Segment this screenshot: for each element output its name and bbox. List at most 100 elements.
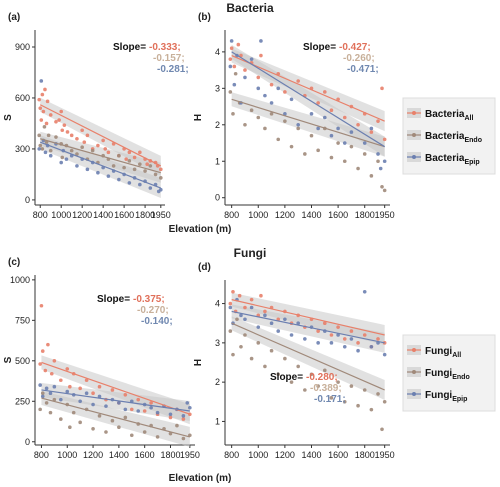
data-point-all <box>181 417 186 421</box>
y-tick-label: 4 <box>215 299 220 309</box>
data-point-epip <box>336 333 340 337</box>
data-point-endo <box>143 169 147 173</box>
x-tick-label: 1600 <box>114 210 134 220</box>
data-point-epip <box>296 122 300 127</box>
data-point-all <box>237 293 242 298</box>
data-point-endo <box>168 431 173 436</box>
data-point-epip <box>65 389 70 394</box>
data-point-endo <box>132 167 137 172</box>
data-point-all <box>142 409 147 413</box>
data-point-epip <box>243 75 247 80</box>
data-point-all <box>124 157 129 161</box>
data-point-all <box>69 133 74 138</box>
data-point-all <box>49 371 54 376</box>
slope-value-endo: -0.260; <box>343 53 375 64</box>
y-tick-label: 1 <box>215 416 220 426</box>
data-point-epip <box>329 133 334 138</box>
data-point-all <box>342 115 347 120</box>
data-point-endo <box>228 90 233 94</box>
data-point-endo <box>316 384 320 388</box>
data-point-epip <box>228 305 233 310</box>
data-point-endo <box>269 112 274 116</box>
y-tick-label: 2 <box>215 120 220 130</box>
data-point-endo <box>362 152 367 156</box>
data-point-endo <box>233 71 238 76</box>
data-point-endo <box>369 174 374 178</box>
trend-line-all <box>231 299 385 336</box>
data-point-epip <box>316 126 320 131</box>
data-point-all <box>39 303 44 308</box>
slope-label: Slope= <box>113 42 146 53</box>
data-point-epip <box>336 126 340 131</box>
x-tick-label: 1400 <box>301 450 321 460</box>
data-point-all <box>229 46 234 51</box>
x-tick-label: 1600 <box>135 450 155 460</box>
data-point-endo <box>123 415 128 420</box>
y-tick-label: 2 <box>215 377 220 387</box>
x-tick-label: 1400 <box>301 210 321 220</box>
data-point-all <box>46 342 50 347</box>
data-point-all <box>356 341 360 345</box>
data-point-endo <box>309 133 314 138</box>
data-point-all <box>101 138 105 143</box>
slope-label: Slope= <box>303 42 336 53</box>
data-point-epip <box>276 329 281 333</box>
data-point-epip <box>37 147 41 151</box>
confidence-band-epip <box>231 44 385 157</box>
data-point-all <box>132 155 137 160</box>
panel-label: (d) <box>198 262 211 273</box>
data-point-endo <box>148 164 153 168</box>
data-point-all <box>259 53 263 58</box>
data-point-all <box>45 99 50 104</box>
data-point-all <box>243 68 247 72</box>
y-axis-label: H <box>193 359 204 366</box>
data-point-all <box>62 123 67 127</box>
data-point-endo <box>263 126 267 131</box>
data-point-endo <box>256 341 261 345</box>
confidence-band-epip <box>41 382 190 421</box>
data-point-all <box>159 167 163 172</box>
x-tick-label: 1950 <box>375 450 395 460</box>
slope-value-epip: -0.140; <box>141 316 173 327</box>
slope-label: Slope= <box>97 294 130 305</box>
data-point-epip <box>283 112 287 116</box>
data-point-all <box>59 378 63 383</box>
data-point-all <box>78 386 82 391</box>
data-point-epip <box>185 401 190 405</box>
data-point-epip <box>48 153 53 158</box>
data-point-endo <box>37 133 41 138</box>
data-point-epip <box>64 157 69 161</box>
data-point-endo <box>322 368 327 373</box>
data-point-all <box>376 337 380 341</box>
data-point-endo <box>117 153 121 158</box>
data-point-endo <box>127 159 132 163</box>
data-point-epip <box>356 348 360 353</box>
legend-swatch-dot <box>412 133 416 137</box>
data-point-all <box>380 86 384 91</box>
data-point-endo <box>362 388 367 392</box>
trend-line-all <box>41 361 191 415</box>
data-point-epip <box>249 305 254 310</box>
data-point-all <box>106 150 111 155</box>
data-point-epip <box>39 79 44 83</box>
data-point-epip <box>362 289 367 294</box>
data-point-endo <box>283 356 287 361</box>
slope-value-epip: -0.281; <box>157 64 189 75</box>
data-point-epip <box>263 313 267 318</box>
x-tick-label: 1200 <box>275 450 295 460</box>
data-point-epip <box>322 115 327 120</box>
data-point-epip <box>269 101 274 105</box>
data-point-epip <box>276 86 281 91</box>
x-tick-label: 1400 <box>93 210 113 220</box>
data-point-epip <box>188 405 192 410</box>
data-point-all <box>256 75 261 80</box>
legend-label-subscript: Epip <box>464 159 479 166</box>
x-tick-label: 1600 <box>328 450 348 460</box>
data-point-all <box>168 415 173 420</box>
data-point-all <box>369 130 374 134</box>
x-tick-label: 1950 <box>180 450 200 460</box>
trend-line-endo <box>231 322 385 391</box>
slope-value-endo: -0.157; <box>153 53 185 64</box>
data-point-endo <box>38 143 43 148</box>
data-point-all <box>149 401 153 405</box>
